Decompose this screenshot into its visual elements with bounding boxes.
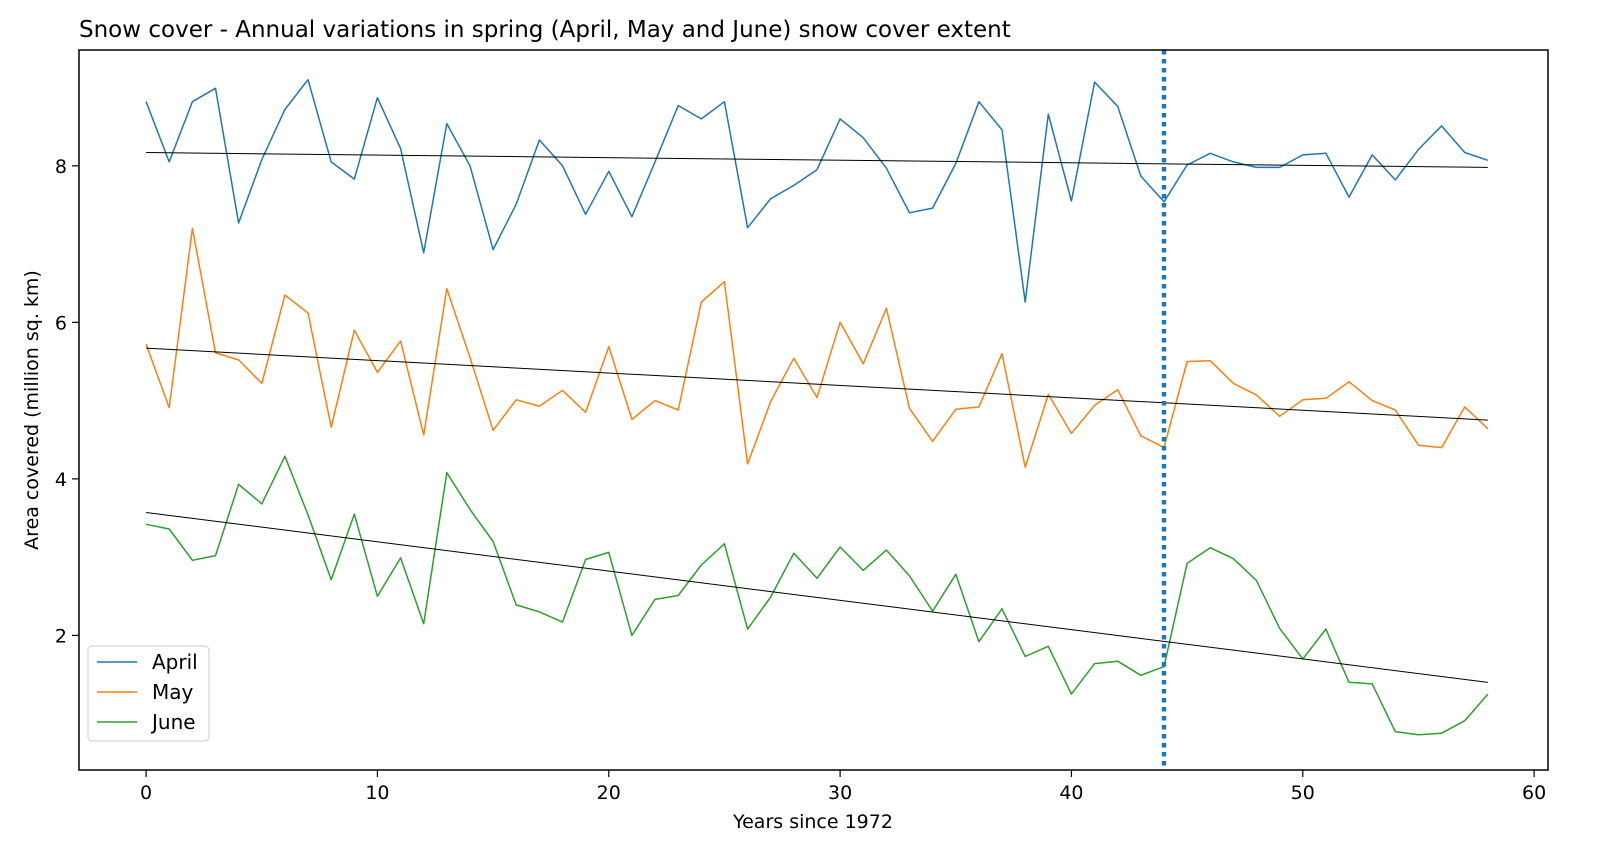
trend-line-april bbox=[146, 152, 1488, 168]
plot-frame bbox=[78, 49, 1549, 771]
series-line-june bbox=[145, 455, 1489, 736]
x-tick-label: 30 bbox=[828, 782, 852, 804]
chart-title: Snow cover - Annual variations in spring… bbox=[79, 17, 1011, 43]
y-tick-label: 8 bbox=[55, 156, 67, 178]
plot-marks bbox=[145, 50, 1489, 770]
y-axis-title: Area covered (million sq. km) bbox=[21, 270, 43, 550]
legend: April May June bbox=[87, 645, 210, 742]
y-tick-label: 6 bbox=[55, 312, 67, 334]
x-tick-label: 40 bbox=[1059, 782, 1083, 804]
legend-label-june: June bbox=[150, 710, 196, 734]
legend-box bbox=[87, 645, 210, 742]
x-tick-label: 60 bbox=[1522, 782, 1546, 804]
y-tick-label: 4 bbox=[55, 469, 67, 491]
y-tick-label: 2 bbox=[55, 625, 67, 647]
series-line-april bbox=[145, 78, 1489, 303]
x-axis-title: Years since 1972 bbox=[732, 811, 893, 833]
axes-ticks: 0 10 20 30 40 50 60 2 4 6 8 bbox=[55, 156, 1546, 804]
trend-line-june bbox=[146, 512, 1488, 683]
trend-line-may bbox=[146, 347, 1488, 421]
x-tick-label: 20 bbox=[597, 782, 621, 804]
x-tick-label: 50 bbox=[1291, 782, 1315, 804]
series-line-may bbox=[145, 227, 1489, 468]
legend-label-may: May bbox=[152, 680, 194, 704]
x-tick-label: 0 bbox=[140, 782, 152, 804]
x-tick-label: 10 bbox=[365, 782, 389, 804]
legend-label-april: April bbox=[152, 650, 198, 674]
